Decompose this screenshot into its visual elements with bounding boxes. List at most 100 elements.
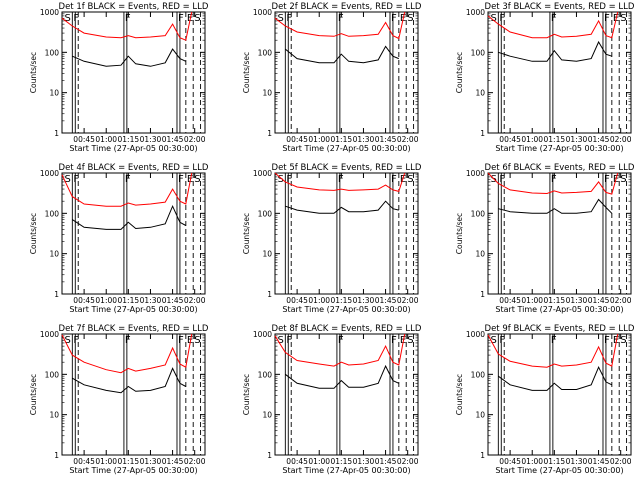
y-tick-label: 1 [267, 451, 272, 460]
y-tick-label: 1000 [466, 169, 485, 178]
y-tick-label: 1000 [253, 330, 272, 339]
series-line-lld [61, 11, 193, 41]
x-tick-label: 01:15 [118, 457, 140, 466]
y-tick-label: 100 [258, 209, 273, 218]
series-line-lld [274, 333, 406, 367]
y-axis-label: Counts/sec [455, 213, 464, 254]
flag-label: S [194, 174, 200, 185]
x-tick-label: 02:00 [184, 457, 206, 466]
x-tick-label: 01:30 [566, 457, 588, 466]
panel-title: Det 5f BLACK = Events, RED = LLD [272, 163, 422, 173]
x-tick-label: 02:00 [610, 457, 632, 466]
panel-det-9: Det 9f BLACK = Events, RED = LLD 1 10 100 10… [455, 324, 635, 475]
flag-label: F [604, 13, 610, 24]
flag-label: F [499, 335, 505, 346]
plot-frame [274, 11, 419, 134]
series-line-events [285, 200, 399, 214]
x-axis-label: Start Time (27-Apr-05 00:30:00) [495, 466, 623, 475]
panel-det-7: Det 7f BLACK = Events, RED = LLD 1 10 100 10… [29, 324, 209, 475]
x-tick-label: 01:30 [353, 135, 375, 144]
panel-title: Det 6f BLACK = Events, RED = LLD [485, 163, 635, 173]
y-tick-label: 10 [262, 411, 272, 420]
series-line-lld [487, 333, 619, 368]
x-tick-label: 01:00 [95, 457, 117, 466]
y-tick-label: 100 [258, 48, 273, 57]
flag-label: S [64, 335, 70, 346]
flag-label: S [64, 13, 70, 24]
x-axis-label: Start Time (27-Apr-05 00:30:00) [282, 305, 410, 314]
x-tick-label: 01:15 [544, 296, 566, 305]
series-line-events [72, 48, 187, 67]
y-tick-label: 10 [475, 89, 485, 98]
y-tick-label: 1000 [466, 330, 485, 339]
flag-label: S [407, 13, 413, 24]
x-axis-label: Start Time (27-Apr-05 00:30:00) [69, 466, 197, 475]
flag-label: F [604, 335, 610, 346]
flag-label: S [277, 174, 283, 185]
y-tick-label: 100 [471, 48, 486, 57]
x-tick-label: 02:00 [184, 296, 206, 305]
x-tick-label: 01:00 [308, 135, 330, 144]
flag-label: F [178, 174, 184, 185]
y-tick-label: 1 [267, 290, 272, 299]
x-tick-label: 01:30 [140, 457, 162, 466]
x-tick-label: 00:45 [286, 135, 308, 144]
flag-label: F [551, 335, 557, 346]
flag-label: F [551, 174, 557, 185]
series-line-lld [61, 333, 193, 374]
y-tick-label: 10 [262, 250, 272, 259]
x-tick-label: 01:45 [162, 457, 184, 466]
x-tick-label: 01:00 [308, 457, 330, 466]
x-tick-label: 00:45 [286, 457, 308, 466]
x-tick-label: 01:30 [353, 457, 375, 466]
y-tick-label: 100 [45, 209, 60, 218]
x-tick-label: 01:15 [544, 457, 566, 466]
y-tick-label: 1000 [253, 8, 272, 17]
flag-label: F [286, 335, 292, 346]
x-axis-label: Start Time (27-Apr-05 00:30:00) [495, 144, 623, 153]
plot-frame [61, 172, 206, 295]
y-tick-label: 100 [471, 370, 486, 379]
flag-label: F [125, 13, 131, 24]
panel-det-5: Det 5f BLACK = Events, RED = LLD 1 10 100 10… [242, 163, 422, 314]
y-tick-label: 10 [49, 411, 59, 420]
y-tick-label: 1 [267, 129, 272, 138]
flag-label: F [391, 174, 397, 185]
x-tick-label: 01:15 [331, 457, 353, 466]
y-tick-label: 1 [54, 451, 59, 460]
panel-det-2: Det 2f BLACK = Events, RED = LLD 1 10 100 10… [242, 2, 422, 153]
x-axis-label: Start Time (27-Apr-05 00:30:00) [282, 466, 410, 475]
y-tick-label: 1000 [40, 169, 59, 178]
series-line-lld [61, 172, 193, 207]
y-tick-label: 100 [45, 370, 60, 379]
x-tick-label: 00:45 [73, 135, 95, 144]
flag-label: F [391, 13, 397, 24]
series-line-lld [274, 172, 406, 193]
flag-label: F [338, 335, 344, 346]
x-tick-label: 01:15 [118, 296, 140, 305]
series-line-events [498, 40, 612, 62]
flag-label: F [125, 174, 131, 185]
x-tick-label: 01:00 [521, 457, 543, 466]
x-tick-label: 02:00 [610, 296, 632, 305]
flag-label: S [194, 335, 200, 346]
series-line-lld [487, 11, 619, 39]
y-tick-label: 1 [54, 129, 59, 138]
y-axis-label: Counts/sec [29, 52, 38, 93]
y-axis-label: Counts/sec [242, 213, 251, 254]
x-tick-label: 01:30 [566, 296, 588, 305]
y-tick-label: 100 [258, 370, 273, 379]
x-tick-label: 01:45 [375, 296, 397, 305]
panel-title: Det 3f BLACK = Events, RED = LLD [485, 2, 635, 12]
flag-label: S [490, 335, 496, 346]
x-tick-label: 00:45 [499, 135, 521, 144]
panel-det-8: Det 8f BLACK = Events, RED = LLD 1 10 100 10… [242, 324, 422, 475]
plot-frame [487, 333, 632, 456]
x-tick-label: 01:00 [521, 296, 543, 305]
y-tick-label: 10 [49, 250, 59, 259]
x-axis-label: Start Time (27-Apr-05 00:30:00) [495, 305, 623, 314]
plot-frame [487, 11, 632, 134]
flag-label: F [551, 13, 557, 24]
flag-label: S [407, 335, 413, 346]
